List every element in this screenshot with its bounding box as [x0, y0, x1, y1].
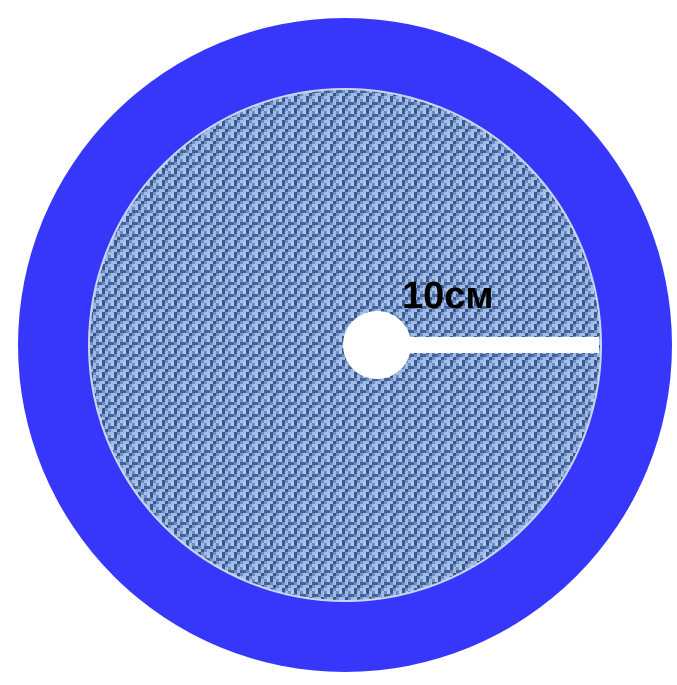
radius-label: 10см	[402, 275, 494, 317]
center-hole	[343, 311, 411, 379]
radius-line	[377, 337, 599, 353]
